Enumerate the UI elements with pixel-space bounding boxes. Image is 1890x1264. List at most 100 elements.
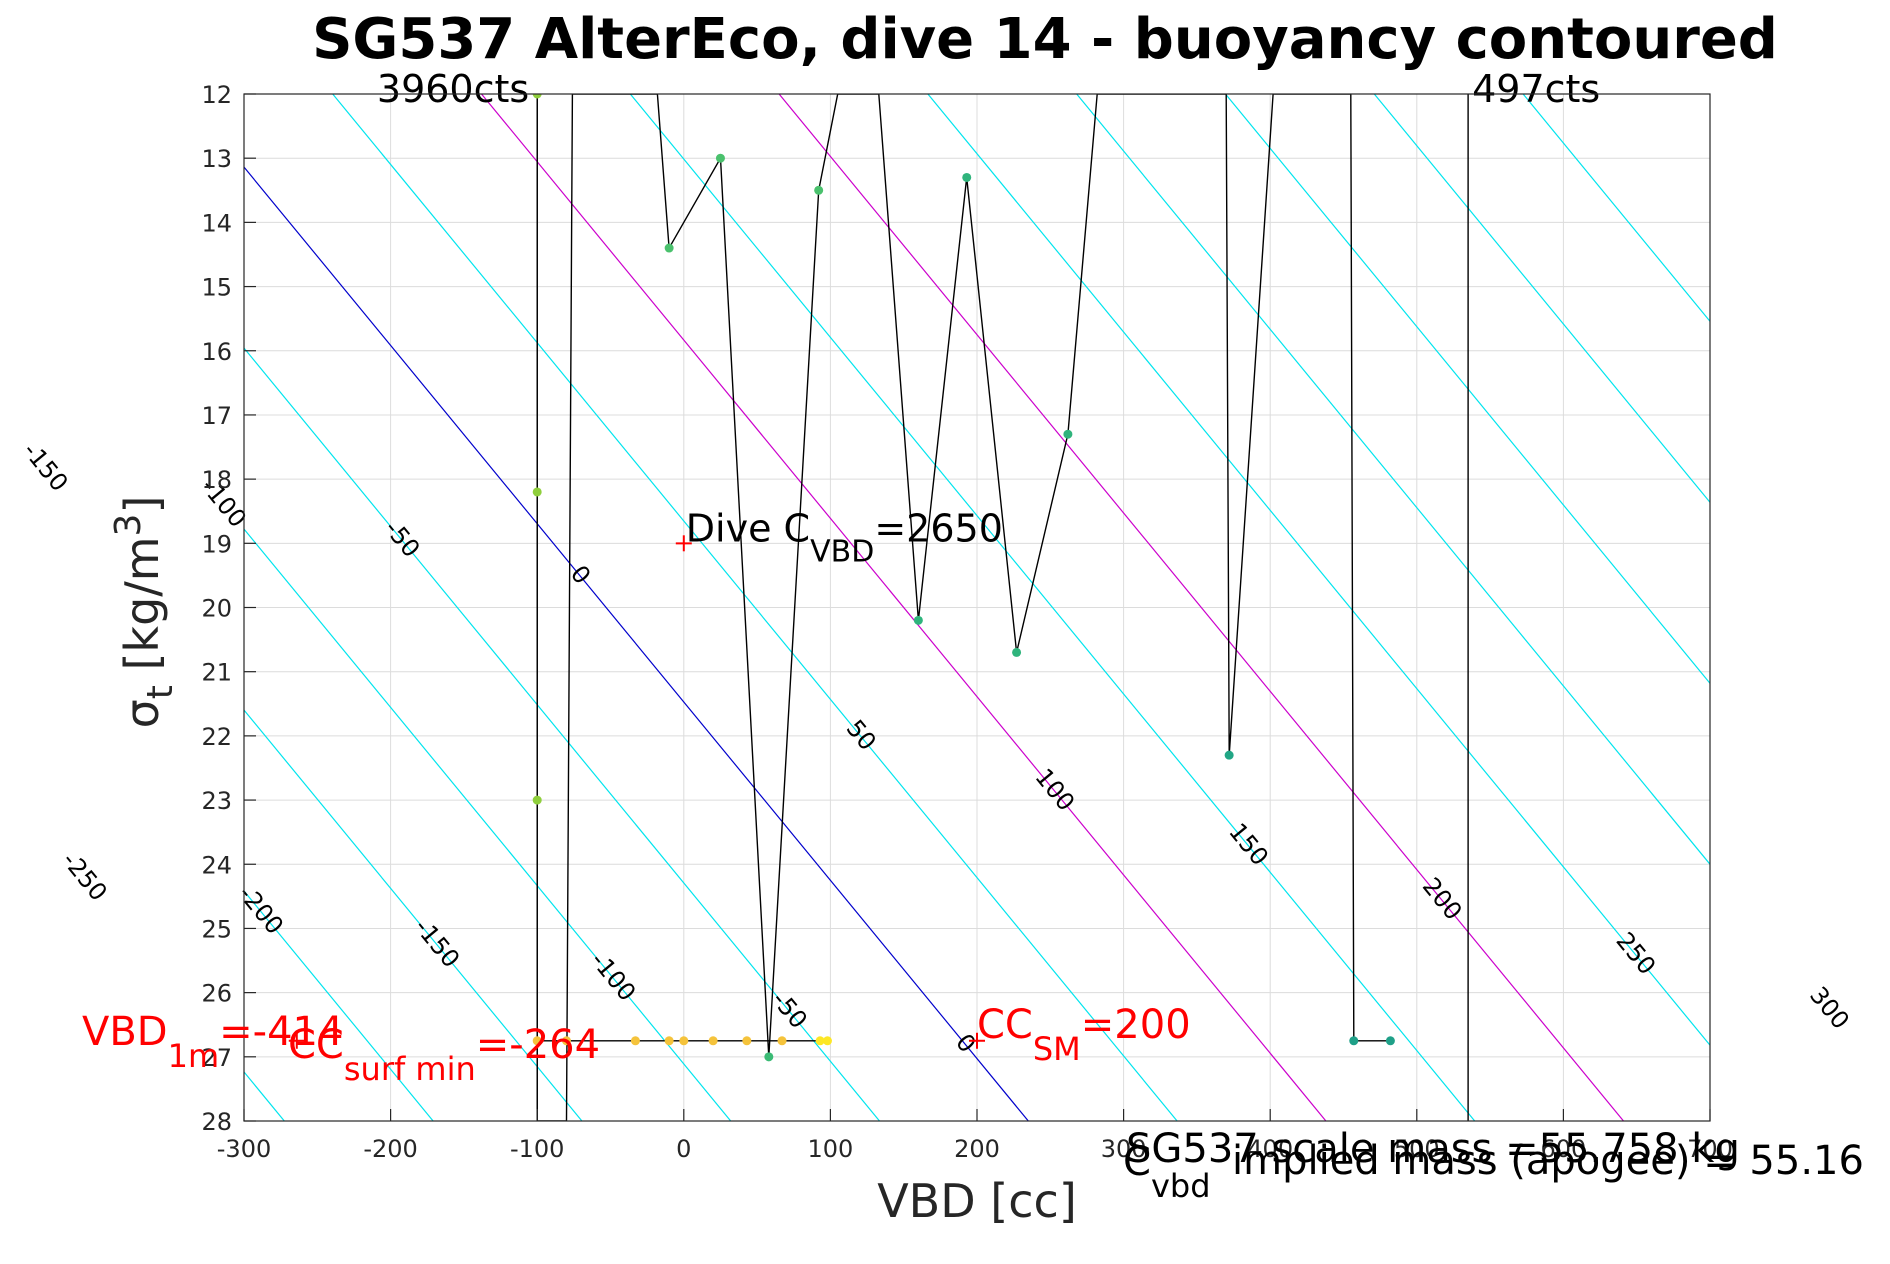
contour-line xyxy=(244,709,583,1121)
vbd-1m-annotation: VBD1m=-414 xyxy=(82,1009,343,1075)
x-tick-label: -300 xyxy=(217,1135,271,1163)
contour-label: -200 xyxy=(233,880,289,940)
y-tick-label: 17 xyxy=(201,402,232,430)
contour-label: 50 xyxy=(841,715,882,756)
contour-labels: -500-500-450-450-400-400-350-350-300-300… xyxy=(17,437,1855,1058)
profile-point xyxy=(814,185,824,195)
dive-profile xyxy=(532,94,1395,1121)
contour-label: -50 xyxy=(379,515,426,563)
y-tick-label: 12 xyxy=(201,81,232,109)
profile-point xyxy=(532,94,542,99)
profile-point xyxy=(532,795,542,805)
y-axis-label-unit: [kg/m xyxy=(115,536,169,685)
cc-sm-annotation-sub: SM xyxy=(1033,1030,1081,1068)
profile-point xyxy=(630,1036,640,1046)
cc-sm-annotation: CCSM=200 xyxy=(977,1002,1191,1068)
contour-line xyxy=(332,94,1178,1121)
contour-label: 200 xyxy=(1417,872,1468,925)
y-axis-label-sub: t xyxy=(140,685,181,699)
profile-point xyxy=(764,1052,774,1062)
profile-point xyxy=(913,615,923,625)
profile-point xyxy=(1063,429,1073,439)
y-axis-label-sup: 3 xyxy=(108,514,149,537)
profile-point xyxy=(679,1036,689,1046)
profile-point xyxy=(1224,750,1234,760)
y-axis-label-base: σ xyxy=(115,699,169,728)
y-tick-label: 13 xyxy=(201,145,232,173)
contour-line xyxy=(1522,94,1710,323)
contour-line xyxy=(244,528,732,1121)
cc-sm-annotation-prefix: CC xyxy=(977,1002,1033,1048)
y-axis-label-close: ] xyxy=(115,496,169,514)
x-tick-label: 200 xyxy=(954,1135,1000,1163)
x-tick-label: 400 xyxy=(1247,1135,1293,1163)
profile-point xyxy=(742,1036,752,1046)
contour-label: -50 xyxy=(766,986,813,1034)
x-tick-label: 700 xyxy=(1687,1135,1733,1163)
x-tick-label: 300 xyxy=(1101,1135,1147,1163)
contour-line xyxy=(481,94,1327,1121)
vbd-1m-annotation-sub: 1m xyxy=(168,1037,220,1075)
x-tick-label: -100 xyxy=(510,1135,564,1163)
y-tick-label: 14 xyxy=(201,209,232,237)
contour-label: 150 xyxy=(1223,818,1274,871)
contour-line xyxy=(1225,94,1710,685)
y-tick-label: 18 xyxy=(201,466,232,494)
x-axis-label: VBD [cc] xyxy=(877,1174,1077,1228)
cc-surf-min-annotation: CCsurf min=-264 xyxy=(288,1022,600,1088)
profile-point xyxy=(1349,1036,1359,1046)
cc-surf-min-annotation-sub: surf min xyxy=(344,1050,476,1088)
y-tick-label: 27 xyxy=(201,1044,232,1072)
contour-line xyxy=(244,890,434,1121)
contour-line xyxy=(244,166,1029,1121)
contour-label: 300 xyxy=(1804,981,1855,1034)
cc-sm-annotation-suffix: =200 xyxy=(1081,1002,1191,1048)
dive-cvbd-annotation-suffix: =2650 xyxy=(874,506,1003,550)
dive-cvbd-annotation: Dive CVBD=2650 xyxy=(686,506,1003,569)
y-tick-label: 25 xyxy=(201,915,232,943)
profile-point xyxy=(562,1036,572,1046)
c-vbd-annotation-sub: vbd xyxy=(1151,1167,1211,1205)
x-tick-label: -200 xyxy=(363,1135,417,1163)
y-tick-label: 23 xyxy=(201,787,232,815)
profile-point xyxy=(715,153,725,163)
count-line-label: 497cts xyxy=(1472,67,1600,111)
profile-point xyxy=(708,1036,718,1046)
chart-title: SG537 AlterEco, dive 14 - buoyancy conto… xyxy=(312,7,1778,72)
contour-line xyxy=(629,94,1476,1121)
contour-label: -250 xyxy=(56,847,112,907)
axes: -300 -200 -100 0 100 200 300 400 500 600 700 12 13 14… xyxy=(108,7,1778,1228)
contour-label: -150 xyxy=(17,437,73,497)
contour-line xyxy=(927,94,1710,1047)
y-tick-label: 15 xyxy=(201,274,232,302)
profile-point xyxy=(1012,647,1022,657)
vbd-1m-annotation-suffix: =-414 xyxy=(219,1009,343,1055)
profile-point xyxy=(532,487,542,497)
y-tick-label: 21 xyxy=(201,659,232,687)
y-tick-label: 26 xyxy=(201,980,232,1008)
dive-cvbd-annotation-prefix: Dive C xyxy=(686,506,810,550)
contour-line xyxy=(778,94,1624,1121)
x-tick-label: 500 xyxy=(1394,1135,1440,1163)
contour-line xyxy=(244,347,880,1121)
y-tick-label: 22 xyxy=(201,723,232,751)
c-vbd-annotation-prefix: C xyxy=(1123,1139,1151,1185)
x-tick-label: 100 xyxy=(807,1135,853,1163)
vbd-1m-annotation-prefix: VBD xyxy=(82,1009,168,1055)
profile-point xyxy=(1385,1036,1395,1046)
grid xyxy=(243,93,1711,1122)
y-tick-label: 24 xyxy=(201,851,232,879)
profile-point xyxy=(664,243,674,253)
scale-mass-annotation: SG537 scale mass =55.758 kg xyxy=(1126,1126,1740,1172)
profile-point xyxy=(664,1036,674,1046)
implied-mass-annotation: implied mass (apogee) = 55.16 xyxy=(1232,1138,1864,1184)
contour-label: 250 xyxy=(1610,927,1661,980)
y-tick-label: 20 xyxy=(201,595,232,623)
profile-point xyxy=(532,1036,542,1046)
x-tick-label: 600 xyxy=(1540,1135,1586,1163)
contour-line xyxy=(1076,94,1710,866)
contour-label: -100 xyxy=(585,947,641,1007)
